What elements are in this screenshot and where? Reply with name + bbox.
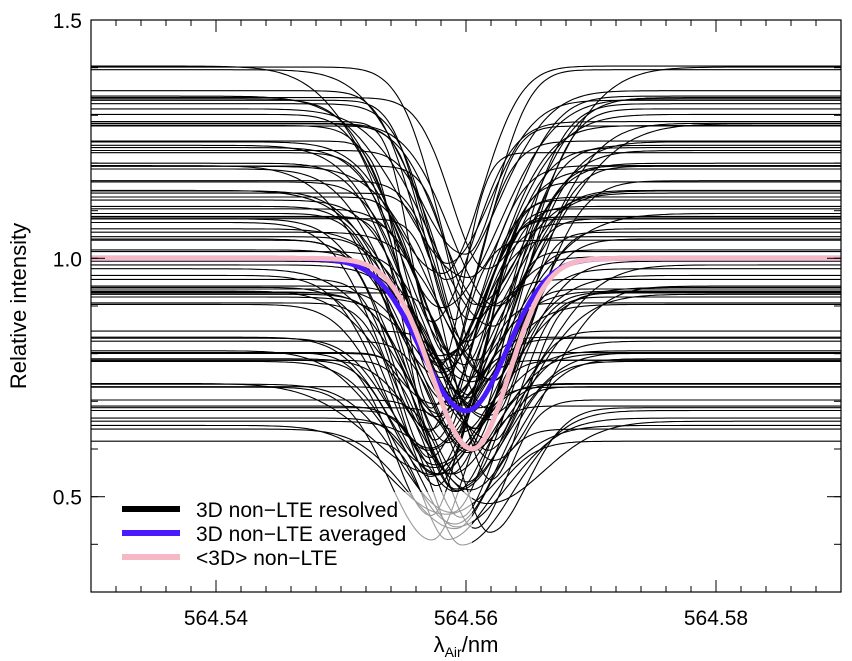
resolved-profile-line	[91, 352, 841, 475]
resolved-profile-line	[91, 205, 841, 444]
y-axis-label: Relative intensity	[6, 223, 31, 389]
resolved-profile-line	[91, 99, 841, 264]
resolved-profile-line	[91, 97, 841, 270]
x-tick-label: 564.58	[684, 607, 748, 630]
resolved-profile-line	[91, 147, 841, 357]
resolved-profile-line	[91, 162, 841, 408]
resolved-profile-line	[91, 303, 841, 451]
resolved-profile-line	[91, 260, 841, 409]
mean-profiles-group	[91, 255, 841, 452]
resolved-profile-line	[91, 212, 841, 418]
resolved-profile-line	[91, 218, 841, 415]
resolved-profile-line	[91, 268, 841, 433]
resolved-profile-line	[91, 215, 841, 441]
resolved-profile-line	[91, 65, 841, 274]
resolved-profile-line	[91, 293, 841, 492]
resolved-profile-line	[91, 121, 841, 323]
resolved-profile-line	[91, 330, 841, 451]
resolved-profile-line	[91, 196, 841, 356]
legend-label: 3D non−LTE resolved	[196, 499, 398, 522]
y-tick-label: 0.5	[53, 487, 82, 510]
resolved-profile-line	[91, 256, 841, 403]
legend-label: <3D> non−LTE	[196, 547, 337, 570]
resolved-profile-line	[91, 231, 841, 382]
resolved-profile-line	[91, 152, 841, 367]
resolved-profile-line	[91, 405, 841, 493]
legend-label: 3D non−LTE averaged	[196, 523, 406, 546]
resolved-profile-line	[91, 340, 841, 454]
resolved-profile-line	[91, 278, 841, 459]
resolved-profile-line	[91, 239, 841, 432]
resolved-profile-line	[91, 264, 841, 417]
resolved-profile-line	[91, 165, 841, 381]
y-tick-label: 1.5	[53, 10, 82, 33]
y-tick-label: 1.0	[53, 248, 82, 271]
resolved-profile-line	[91, 221, 841, 430]
resolved-profile-line	[91, 274, 841, 475]
resolved-profile-line	[91, 69, 841, 255]
resolved-profile-line	[91, 216, 841, 396]
resolved-profile-line	[91, 108, 841, 327]
resolved-profile-line	[91, 149, 841, 321]
resolved-profiles-group	[91, 65, 841, 546]
resolved-profile-line	[91, 140, 841, 409]
y-axis: 0.5 1.0 1.5	[53, 10, 841, 593]
resolved-profile-line	[91, 358, 841, 491]
mean-3d-profile-line	[91, 255, 841, 452]
resolved-profile-line	[91, 181, 841, 400]
resolved-profile-line	[91, 291, 841, 483]
resolved-profile-line	[91, 125, 841, 370]
resolved-profile-line	[91, 286, 841, 466]
x-axis-label: λAir/nm	[434, 632, 499, 660]
resolved-profile-line	[91, 66, 841, 306]
resolved-profile-line	[91, 285, 841, 461]
x-tick-label: 564.56	[434, 607, 498, 630]
resolved-profile-line	[91, 249, 841, 430]
resolved-profile-line	[91, 95, 841, 278]
resolved-profile-line	[91, 165, 841, 382]
resolved-profile-line	[91, 103, 841, 361]
resolved-profile-line	[91, 420, 841, 505]
resolved-profile-line	[91, 180, 841, 409]
x-axis: 564.54 564.56 564.58	[90, 20, 842, 630]
x-tick-label: 564.54	[184, 607, 249, 630]
resolved-profile-line	[91, 113, 841, 364]
resolved-profile-line	[91, 292, 841, 481]
resolved-profile-line	[91, 228, 841, 421]
resolved-profile-line	[91, 251, 841, 429]
resolved-profile-line	[91, 189, 841, 383]
resolved-profile-line	[91, 98, 841, 309]
